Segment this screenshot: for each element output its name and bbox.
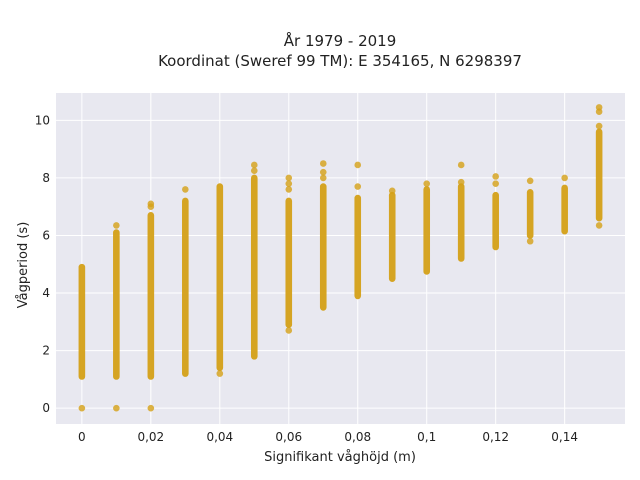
data-point-column — [423, 186, 431, 275]
y-tick-label: 4 — [42, 286, 50, 300]
y-tick-label: 6 — [42, 228, 50, 242]
data-point-column — [595, 128, 603, 222]
y-axis-ticks: 0 2 4 6 8 10 — [35, 113, 50, 415]
data-point — [526, 177, 534, 185]
data-point — [595, 104, 603, 111]
data-point — [561, 174, 568, 182]
data-point — [457, 178, 465, 186]
y-tick-label: 10 — [35, 113, 50, 127]
x-tick-label: 0 — [78, 430, 86, 444]
data-point — [492, 180, 499, 187]
data-point — [285, 174, 293, 182]
data-point — [250, 167, 258, 175]
data-point-column — [354, 194, 362, 300]
data-point-column — [561, 184, 568, 235]
data-point — [319, 174, 327, 182]
data-point — [319, 168, 327, 176]
data-point-column — [526, 189, 534, 239]
data-point — [595, 222, 603, 229]
data-point-column — [285, 197, 293, 328]
data-point-column — [182, 197, 189, 377]
data-point — [250, 161, 258, 169]
data-point-column — [147, 212, 155, 380]
data-point — [147, 404, 155, 412]
x-tick-label: 0,14 — [551, 430, 578, 444]
data-point — [388, 187, 396, 195]
data-point — [285, 180, 293, 187]
data-point — [457, 161, 465, 169]
x-tick-label: 0,04 — [206, 430, 233, 444]
data-point — [113, 404, 120, 412]
x-axis-ticks: 0 0,02 0,04 0,06 0,08 0,1 0,12 0,14 — [78, 430, 578, 444]
data-point — [319, 160, 327, 167]
data-point-column — [250, 174, 258, 360]
data-point — [216, 370, 224, 377]
data-point — [285, 327, 293, 334]
data-point-column — [113, 229, 120, 380]
data-point — [492, 173, 499, 180]
y-axis-title: Vågperiod (s) — [16, 222, 31, 309]
data-point — [113, 222, 120, 229]
chart-subtitle: Koordinat (Sweref 99 TM): E 354165, N 62… — [158, 52, 522, 70]
data-point — [526, 237, 534, 245]
plot-area — [56, 93, 625, 424]
data-point — [78, 404, 86, 412]
x-tick-label: 0,1 — [417, 430, 436, 444]
data-point — [354, 183, 362, 190]
data-point-column — [319, 183, 327, 311]
data-point-column — [216, 183, 224, 372]
data-point — [147, 200, 155, 208]
data-point — [423, 180, 431, 187]
y-tick-label: 8 — [42, 171, 50, 185]
data-point — [182, 186, 189, 193]
y-tick-label: 0 — [42, 401, 50, 415]
data-point — [285, 186, 293, 193]
x-tick-label: 0,06 — [275, 430, 302, 444]
x-tick-label: 0,08 — [344, 430, 371, 444]
y-tick-label: 2 — [42, 344, 50, 358]
chart-title: År 1979 - 2019 — [284, 31, 397, 50]
x-axis-title: Signifikant våghöjd (m) — [264, 450, 416, 465]
x-tick-label: 0,02 — [137, 430, 164, 444]
data-point-column — [492, 191, 499, 251]
data-points — [78, 104, 603, 412]
data-point — [595, 122, 603, 130]
data-point-column — [457, 183, 465, 262]
data-point — [354, 161, 362, 169]
data-point-column — [78, 263, 86, 380]
x-tick-label: 0,12 — [482, 430, 509, 444]
data-point-column — [388, 191, 396, 282]
